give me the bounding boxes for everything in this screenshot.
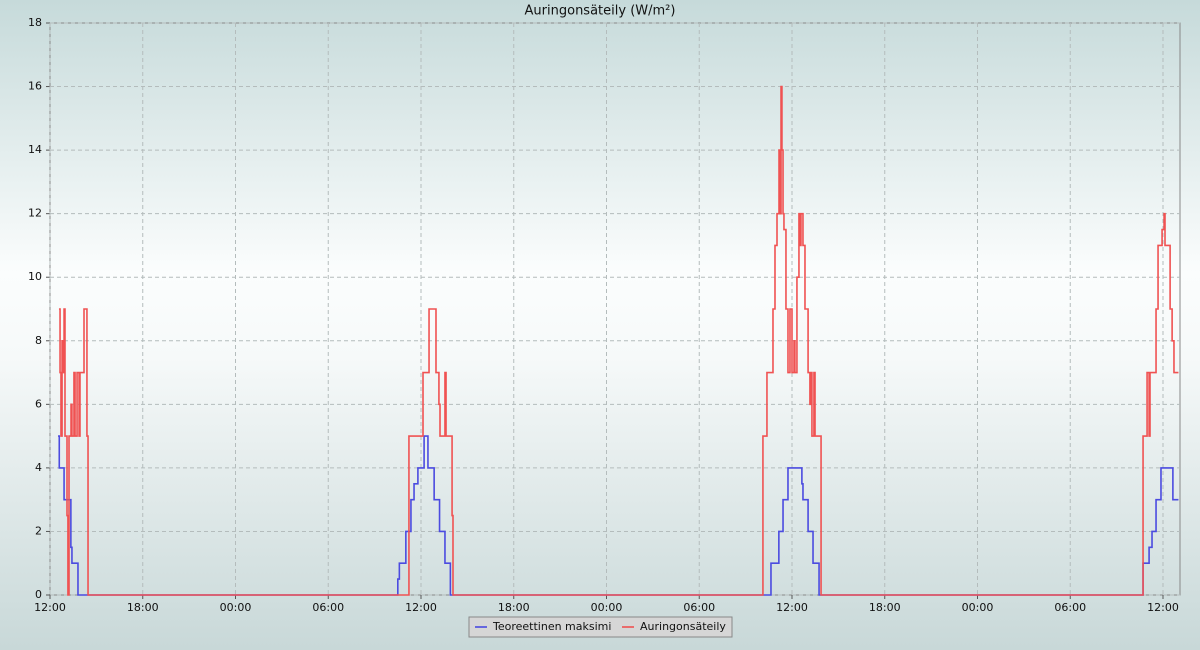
legend-label: Auringonsäteily <box>640 620 726 633</box>
y-tick-label: 6 <box>35 397 42 410</box>
x-tick-label: 06:00 <box>683 601 715 614</box>
x-tick-label: 06:00 <box>1054 601 1086 614</box>
x-tick-label: 00:00 <box>220 601 252 614</box>
x-tick-label: 12:00 <box>34 601 66 614</box>
y-tick-label: 8 <box>35 334 42 347</box>
y-tick-label: 16 <box>28 80 42 93</box>
chart-title: Auringonsäteily (W/m²) <box>525 4 676 19</box>
x-tick-label: 06:00 <box>312 601 344 614</box>
y-tick-label: 4 <box>35 461 42 474</box>
x-tick-label: 18:00 <box>869 601 901 614</box>
legend: Teoreettinen maksimi Auringonsäteily <box>468 616 733 638</box>
y-tick-label: 0 <box>35 588 42 601</box>
x-tick-label: 12:00 <box>405 601 437 614</box>
x-tick-label: 18:00 <box>498 601 530 614</box>
data-line <box>58 85 1179 596</box>
legend-label: Teoreettinen maksimi <box>492 620 611 633</box>
y-tick-label: 12 <box>28 207 42 220</box>
y-tick-label: 10 <box>28 270 42 283</box>
y-tick-label: 14 <box>28 143 42 156</box>
x-tick-label: 12:00 <box>776 601 808 614</box>
legend-box <box>468 616 733 638</box>
x-tick-label: 00:00 <box>591 601 623 614</box>
x-tick-label: 12:00 <box>1147 601 1179 614</box>
y-tick-label: 18 <box>28 16 42 29</box>
x-tick-label: 18:00 <box>127 601 159 614</box>
y-tick-label: 2 <box>35 524 42 537</box>
x-tick-label: 00:00 <box>962 601 994 614</box>
